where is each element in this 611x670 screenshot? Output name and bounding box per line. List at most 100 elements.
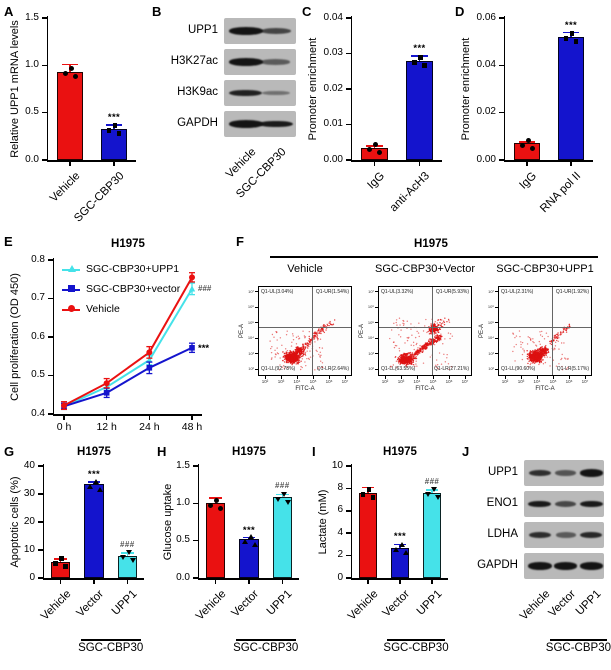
data-point-marker xyxy=(569,31,574,36)
flow-dot xyxy=(295,336,298,339)
flow-dot xyxy=(290,345,293,347)
flow-tick-label: 10⁷ xyxy=(248,288,254,294)
flow-dot xyxy=(410,323,412,325)
data-point-marker xyxy=(86,483,93,489)
flow-dot xyxy=(295,351,298,353)
y-tick-label: 1.5 xyxy=(176,459,190,471)
series-marker xyxy=(188,285,196,292)
flow-dot xyxy=(554,345,557,347)
significance-label: ### xyxy=(424,477,440,487)
flow-dot xyxy=(515,343,517,346)
flow-dot xyxy=(538,340,541,343)
flow-dot xyxy=(400,354,403,356)
flow-dot xyxy=(399,336,402,338)
group-line xyxy=(549,639,608,641)
flow-dot xyxy=(412,364,415,366)
flow-dot xyxy=(439,337,442,339)
flow-dot xyxy=(441,319,443,321)
flow-dot xyxy=(436,364,439,366)
bar xyxy=(272,497,292,578)
data-point-marker xyxy=(412,60,417,65)
flow-dot xyxy=(306,350,308,352)
flow-dot xyxy=(313,332,316,335)
flow-dot xyxy=(438,328,440,331)
significance-label: *** xyxy=(87,468,101,480)
data-point-marker xyxy=(112,123,117,128)
series-marker xyxy=(189,344,195,351)
flow-dot xyxy=(422,330,425,332)
data-point-marker xyxy=(106,128,111,133)
flow-dot xyxy=(304,351,307,354)
data-point-marker xyxy=(125,550,132,556)
quadrant-vline xyxy=(552,287,553,375)
flow-dot xyxy=(415,363,417,365)
flow-dot xyxy=(287,359,290,362)
flow-tick-label: 10⁶ xyxy=(487,304,494,309)
x-tick-label: Vehicle xyxy=(47,170,83,205)
flow-dot xyxy=(529,338,532,341)
quadrant-label: Q1-LL(92.78%) xyxy=(261,366,296,372)
flow-col-title: SGC-CBP30+UPP1 xyxy=(496,263,594,275)
flow-dot xyxy=(296,355,298,358)
x-axis xyxy=(503,160,593,162)
error-bar-stem xyxy=(431,490,433,495)
y-tick-label: 0 xyxy=(337,571,343,583)
bar xyxy=(558,36,584,160)
flow-dot xyxy=(409,351,411,354)
flow-dot xyxy=(308,345,310,348)
blot-band xyxy=(528,562,552,570)
flow-tick-label: 10⁷ xyxy=(488,288,494,294)
flow-dot xyxy=(532,362,534,364)
flow-y-axis-label: PE-A xyxy=(359,323,365,339)
flow-tick-label: 10² xyxy=(501,379,509,384)
flow-dot xyxy=(303,335,306,337)
y-tick xyxy=(41,159,47,161)
y-tick xyxy=(47,413,53,415)
flow-dot xyxy=(426,331,428,334)
data-point-marker xyxy=(63,564,68,569)
flow-dot xyxy=(544,348,547,350)
flow-dot xyxy=(298,347,300,350)
legend-label: SGC-CBP30+UPP1 xyxy=(86,263,180,275)
flow-dot xyxy=(416,342,418,345)
flow-dot xyxy=(416,365,418,367)
flow-tick-label: 10⁶ xyxy=(325,379,333,384)
flow-dot xyxy=(544,352,547,354)
flow-dot xyxy=(393,346,396,349)
flow-x-tick xyxy=(401,376,402,379)
flow-x-axis-label: FITC-A xyxy=(415,386,435,392)
flow-tick-label: 10⁴ xyxy=(247,335,254,340)
chart-title: H1975 xyxy=(414,238,448,250)
flow-dot xyxy=(309,350,311,352)
flow-y-tick xyxy=(375,306,378,308)
flow-dot xyxy=(408,362,411,365)
flow-dot xyxy=(557,332,559,334)
flow-dot xyxy=(316,332,319,334)
blot-target-label: UPP1 xyxy=(487,466,518,478)
blot-band xyxy=(260,28,292,34)
flow-dot xyxy=(563,342,565,344)
panel-a-chart: Relative UPP1 mRNA levels 0.0 0.5 1.0 1.5 Veh… xyxy=(4,4,148,230)
quadrant-label: Q1-UR(5.93%) xyxy=(435,289,469,295)
error-bar-cap xyxy=(362,486,374,489)
flow-dot xyxy=(447,363,450,365)
flow-dot xyxy=(308,330,311,333)
flow-dot xyxy=(321,328,323,330)
flow-dot xyxy=(437,335,440,337)
flow-x-axis-label: FITC-A xyxy=(295,386,315,392)
flow-dot xyxy=(549,342,551,345)
flow-dot xyxy=(300,355,303,358)
flow-dot xyxy=(302,344,304,346)
panel-h: H H1975 Glucose uptake 0.0 0.5 1.0 1.5 Vehicle… xyxy=(157,444,309,666)
flow-dot xyxy=(437,331,439,334)
flow-dot xyxy=(294,349,296,351)
data-point-marker xyxy=(367,147,372,153)
flow-dot xyxy=(539,357,541,360)
flow-dot xyxy=(546,356,548,358)
flow-dot xyxy=(319,356,321,358)
flow-tick-label: 10² xyxy=(381,379,389,384)
x-tick xyxy=(105,415,108,420)
flow-dot xyxy=(444,317,446,319)
flow-dot xyxy=(550,340,552,343)
flow-tick-label: 10³ xyxy=(397,379,405,384)
